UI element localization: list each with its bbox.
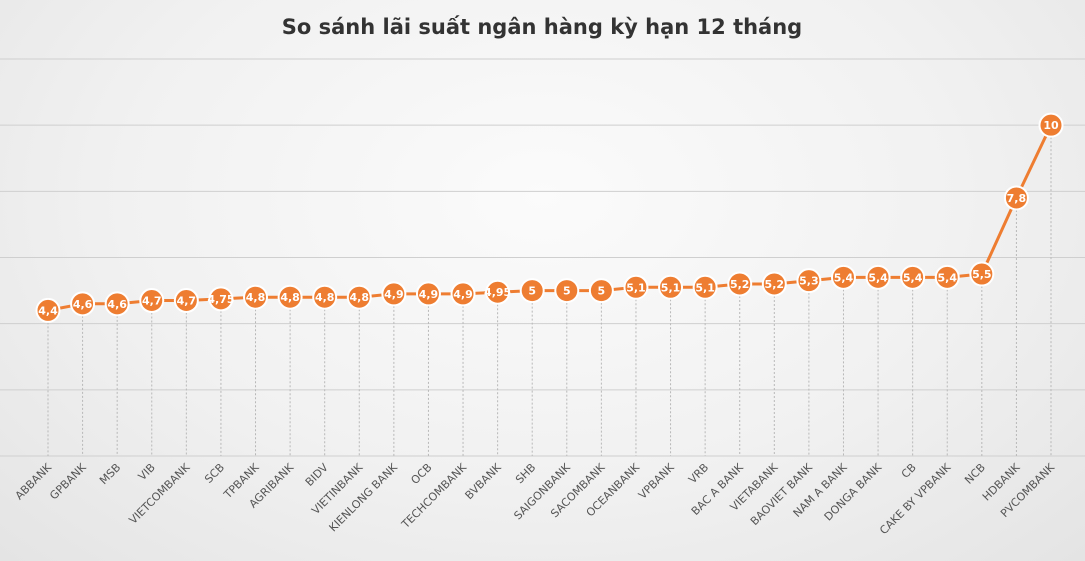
data-point: [173, 288, 199, 314]
data-point: [104, 291, 130, 317]
data-label: 4,9: [384, 288, 404, 301]
x-tick-label: VRB: [686, 461, 711, 486]
x-tick-label: VIETCOMBANK: [127, 460, 193, 526]
data-point: [277, 284, 303, 310]
data-label: 5,1: [661, 281, 681, 294]
x-tick-label: CB: [899, 461, 919, 481]
x-tick-label: TECHCOMBANK: [398, 460, 469, 531]
data-point: [865, 264, 891, 290]
data-point: [346, 284, 372, 310]
x-tick-label: BVBANK: [463, 460, 505, 502]
data-label: 4,9: [419, 288, 439, 301]
data-label: 4,8: [280, 291, 300, 304]
data-label: 4,8: [315, 291, 335, 304]
data-label: 5: [528, 285, 536, 298]
data-point: [934, 264, 960, 290]
data-label: 10: [1043, 119, 1059, 132]
data-point: [70, 291, 96, 317]
data-point: [35, 297, 61, 323]
data-point: [900, 264, 926, 290]
data-point: [969, 261, 995, 287]
data-point: [1038, 112, 1064, 138]
data-point: [761, 271, 787, 297]
x-tick-label: ABBANK: [13, 460, 55, 502]
data-label: 4,4: [38, 304, 58, 317]
data-point: [381, 281, 407, 307]
data-point: [312, 284, 338, 310]
data-points: [35, 112, 1064, 323]
data-label: 4,6: [107, 298, 127, 311]
data-label: 4,8: [246, 291, 266, 304]
chart-title: So sánh lãi suất ngân hàng kỳ hạn 12 thá…: [282, 15, 802, 39]
data-label: 4,6: [73, 298, 93, 311]
x-tick-label: NCB: [962, 461, 988, 487]
data-label: 5,4: [834, 271, 854, 284]
data-point: [588, 278, 614, 304]
data-point: [796, 268, 822, 294]
data-labels: 4,4 4,6 4,6 4,7 4,7 4,75 4,8 4,8 4,8 4,8 4,9 4,9 4,9…: [38, 119, 1059, 317]
gridlines: [0, 58, 1085, 457]
data-label: 4,7: [177, 295, 197, 308]
data-label: 5,2: [765, 278, 785, 291]
data-point: [623, 274, 649, 300]
data-label: 5,3: [799, 275, 819, 288]
data-point: [830, 264, 856, 290]
data-point: [415, 281, 441, 307]
data-point: [554, 278, 580, 304]
data-point: [1003, 185, 1029, 211]
x-tick-label: BIDV: [303, 461, 331, 489]
data-label: 4,75: [207, 293, 234, 306]
x-tick-label: GPBANK: [47, 460, 89, 502]
data-label: 7,8: [1007, 192, 1027, 205]
data-label: 5,1: [626, 281, 646, 294]
x-tick-label: SCB: [202, 461, 227, 486]
x-tick-label: VIB: [136, 461, 158, 483]
data-point: [139, 288, 165, 314]
x-tick-label: OCB: [408, 461, 434, 487]
data-label: 5,4: [868, 271, 888, 284]
series-line: [47, 124, 1053, 312]
drop-lines: [47, 125, 1052, 456]
data-label: 5: [598, 285, 606, 298]
x-tick-label: VPBANK: [636, 460, 677, 501]
data-point: [450, 281, 476, 307]
data-label: 5: [563, 285, 571, 298]
data-label: 4,9: [453, 288, 473, 301]
data-point: [519, 278, 545, 304]
x-tick-label: SHB: [513, 461, 538, 486]
data-point: [243, 284, 269, 310]
data-label: 5,4: [937, 271, 957, 284]
data-label: 4,7: [142, 295, 162, 308]
x-tick-label: BAOVIET BANK: [748, 460, 816, 528]
data-point: [727, 271, 753, 297]
data-point: [485, 279, 511, 305]
data-point: [658, 274, 684, 300]
data-label: 5,5: [972, 268, 992, 281]
data-label: 5,1: [695, 281, 715, 294]
data-label: 4,95: [484, 286, 511, 299]
data-point: [692, 274, 718, 300]
data-label: 5,2: [730, 278, 750, 291]
data-label: 4,8: [350, 291, 370, 304]
x-tick-label: MSB: [97, 461, 123, 487]
data-point: [208, 286, 234, 312]
data-label: 5,4: [903, 271, 923, 284]
